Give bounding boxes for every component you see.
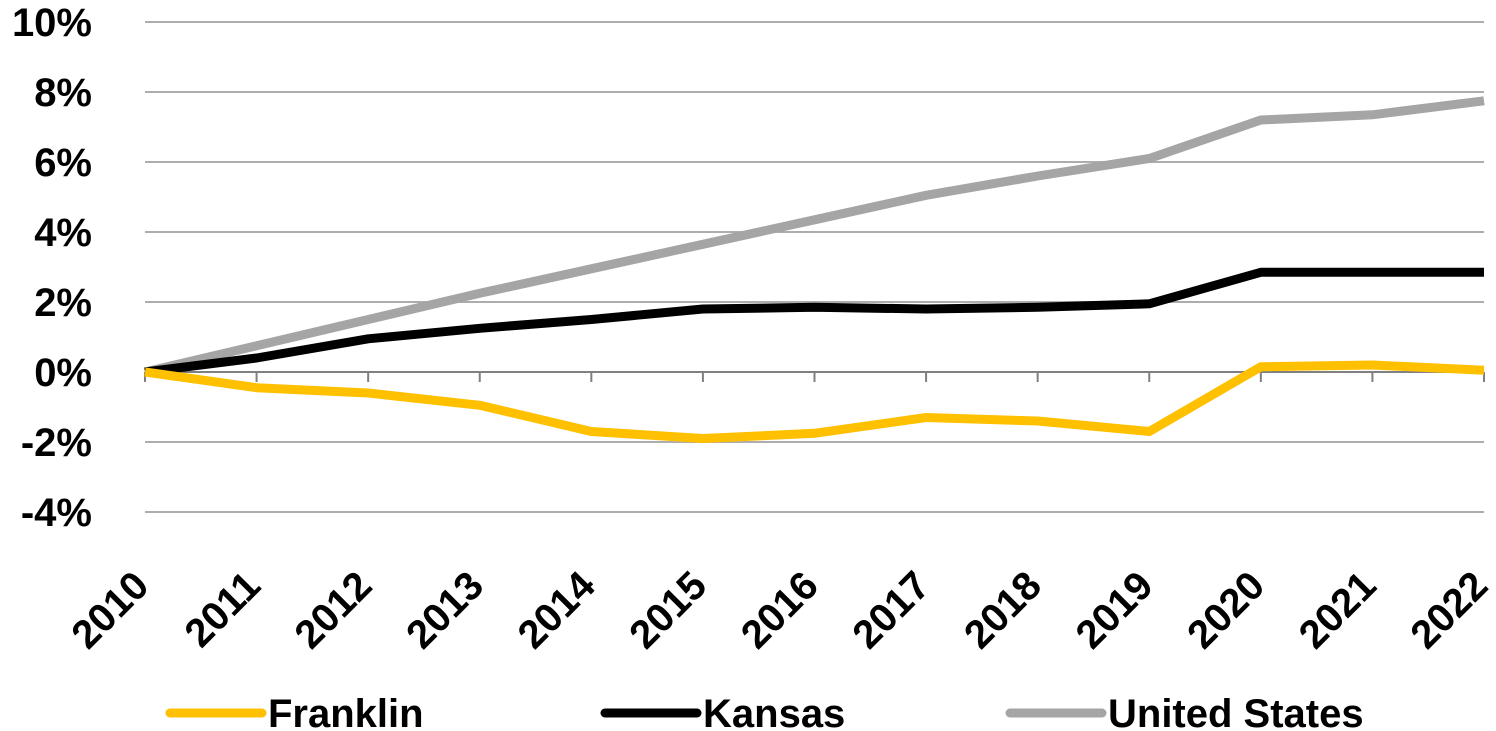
- y-tick-label: -4%: [21, 491, 92, 535]
- x-axis: 2010 2011 2012 2013 2014 2015 2016 2017 2018 2019…: [63, 371, 1496, 658]
- x-tick-label: 2014: [510, 563, 605, 658]
- series-line-franklin: [144, 360, 1485, 443]
- series-lines: [143, 96, 1485, 443]
- series-line-kansas: [144, 267, 1484, 377]
- y-tick-label: -2%: [21, 421, 92, 465]
- gridlines: [145, 21, 1484, 513]
- x-tick-label: 2011: [176, 563, 268, 655]
- x-tick-label: 2010: [63, 563, 157, 657]
- legend: Franklin Kansas United States: [165, 692, 1364, 731]
- x-tick-label: 2013: [398, 563, 492, 657]
- x-tick-label: 2019: [1068, 563, 1162, 657]
- x-tick-label: 2022: [1402, 563, 1496, 657]
- y-tick-label: 0%: [34, 351, 92, 395]
- x-tick-label: 2017: [844, 563, 938, 657]
- y-tick-label: 2%: [34, 281, 92, 325]
- x-tick-label: 2018: [956, 563, 1050, 657]
- y-tick-label: 6%: [34, 141, 92, 185]
- series-line-united-states: [143, 96, 1485, 377]
- legend-label: Franklin: [268, 692, 424, 731]
- x-tick-label: 2020: [1179, 563, 1273, 657]
- x-tick-label: 2021: [1291, 563, 1385, 657]
- x-tick-label: 2016: [733, 563, 827, 657]
- x-tick-label: 2015: [621, 563, 715, 657]
- y-tick-label: 10%: [12, 1, 92, 45]
- y-tick-label: 4%: [34, 211, 92, 255]
- x-tick-label: 2012: [286, 563, 380, 657]
- y-tick-label: 8%: [34, 71, 92, 115]
- legend-label: Kansas: [703, 692, 845, 731]
- legend-label: United States: [1108, 692, 1364, 731]
- y-axis-tick-labels: 10% 8% 6% 4% 2% 0% -2% -4%: [12, 1, 92, 535]
